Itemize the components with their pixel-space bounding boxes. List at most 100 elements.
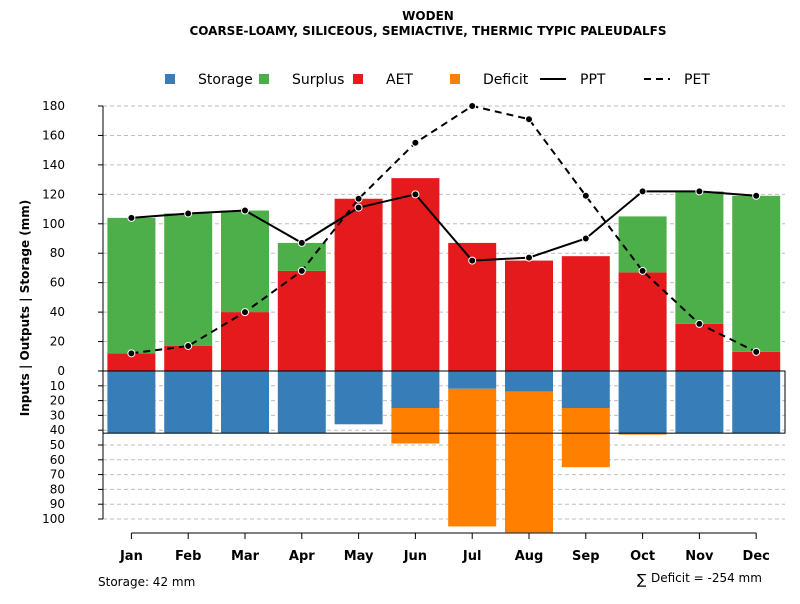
ppt-point <box>752 191 761 200</box>
bar-deficit <box>448 388 497 527</box>
bar-storage <box>391 371 440 408</box>
pet-point <box>695 319 704 328</box>
bar-aet <box>334 198 383 371</box>
x-tick-label: Sep <box>572 549 600 564</box>
pet-line <box>131 104 757 355</box>
ppt-point <box>525 253 533 262</box>
bar-surplus <box>277 242 326 271</box>
bar-surplus <box>221 210 269 313</box>
y-tick-label: 30 <box>50 408 65 422</box>
bar-aet <box>675 323 724 371</box>
bar-aet <box>618 272 667 371</box>
y-tick-label: 20 <box>50 335 65 349</box>
bar-deficit <box>618 433 667 435</box>
legend-label-storage: Storage <box>198 72 253 88</box>
bar-surplus <box>107 217 156 354</box>
ppt-point <box>354 203 363 212</box>
pet-point <box>752 347 761 356</box>
pet-point <box>468 102 477 110</box>
x-tick-label: Jan <box>119 549 143 564</box>
y-tick-label: 50 <box>50 438 65 452</box>
y-tick-label: 40 <box>50 305 65 319</box>
legend-swatch-storage <box>165 74 175 84</box>
ppt-point <box>581 234 590 243</box>
pet-point <box>638 266 647 275</box>
ppt-point <box>695 187 704 196</box>
bar-storage <box>561 371 610 408</box>
x-tick-label: Feb <box>175 549 201 564</box>
bar-storage <box>107 371 156 434</box>
y-tick-label: 10 <box>50 379 65 393</box>
chart-title: WODEN <box>402 9 454 23</box>
bar-storage <box>221 371 269 434</box>
bar-aet <box>277 270 326 371</box>
bar-deficit <box>505 391 553 533</box>
axes: 0204060801001201401601801020304050607080… <box>42 99 785 564</box>
ppt-point <box>241 206 249 215</box>
ppt-line <box>131 190 757 262</box>
y-tick-label: 60 <box>50 276 65 290</box>
ppt-point <box>638 187 647 196</box>
bar-surplus <box>732 195 781 352</box>
legend-label-surplus: Surplus <box>292 72 344 88</box>
x-tick-label: Nov <box>685 549 714 564</box>
bar-storage <box>505 371 553 392</box>
bar-surplus <box>675 191 724 324</box>
bar-storage <box>618 371 667 434</box>
bar-aet <box>505 260 553 371</box>
bar-storage <box>164 371 213 434</box>
legend-label-ppt: PPT <box>580 72 606 88</box>
sigma-symbol: ∑ <box>637 572 647 588</box>
x-tick-label: Jul <box>462 549 482 564</box>
bar-aet <box>391 178 440 371</box>
ppt-point <box>127 213 136 222</box>
y-tick-label: 80 <box>50 482 65 496</box>
bar-aet <box>561 256 610 371</box>
x-tick-label: Dec <box>743 549 770 564</box>
y-tick-label: 140 <box>42 158 65 172</box>
legend-label-deficit: Deficit <box>483 72 529 88</box>
y-axis-label: Inputs | Outputs | Storage (mm) <box>18 200 32 417</box>
bars <box>102 178 786 533</box>
bar-deficit <box>561 408 610 468</box>
bar-storage <box>277 371 326 434</box>
pet-point <box>241 308 249 317</box>
ppt-point <box>411 190 420 199</box>
legend: Storage Surplus AET Deficit PPT PET <box>165 72 710 88</box>
gridlines <box>103 105 785 520</box>
y-tick-label: 70 <box>50 468 65 482</box>
ppt-point <box>297 238 306 247</box>
bar-storage <box>675 371 724 434</box>
bar-deficit <box>391 408 440 444</box>
chart-subtitle: COARSE-LOAMY, SILICEOUS, SEMIACTIVE, THE… <box>189 24 666 38</box>
y-tick-label: 100 <box>42 217 65 231</box>
y-tick-label: 120 <box>42 187 65 201</box>
pet-point <box>354 194 363 203</box>
storage-footer: Storage: 42 mm <box>98 575 195 589</box>
x-tick-label: Apr <box>289 549 315 564</box>
y-tick-label: 180 <box>42 99 65 113</box>
legend-label-pet: PET <box>684 72 710 88</box>
pet-point <box>411 138 420 147</box>
y-tick-label: 160 <box>42 128 65 142</box>
y-tick-label: 90 <box>50 497 65 511</box>
y-tick-label: 60 <box>50 453 65 467</box>
pet-point <box>525 115 533 124</box>
bar-aet <box>164 345 213 371</box>
y-tick-label: 0 <box>57 364 65 378</box>
x-tick-label: Oct <box>630 549 655 564</box>
bar-aet <box>107 353 156 371</box>
series-lines <box>127 102 761 358</box>
x-tick-label: May <box>344 549 374 564</box>
pet-point <box>127 349 136 358</box>
legend-swatch-surplus <box>259 74 269 84</box>
y-tick-label: 20 <box>50 394 65 408</box>
x-tick-label: Mar <box>231 549 260 564</box>
ppt-point <box>184 209 193 218</box>
bar-storage <box>334 371 383 425</box>
pet-point <box>297 266 306 275</box>
legend-swatch-aet <box>353 74 363 84</box>
bar-aet <box>732 351 781 371</box>
deficit-footer: Deficit = -254 mm <box>651 571 762 585</box>
